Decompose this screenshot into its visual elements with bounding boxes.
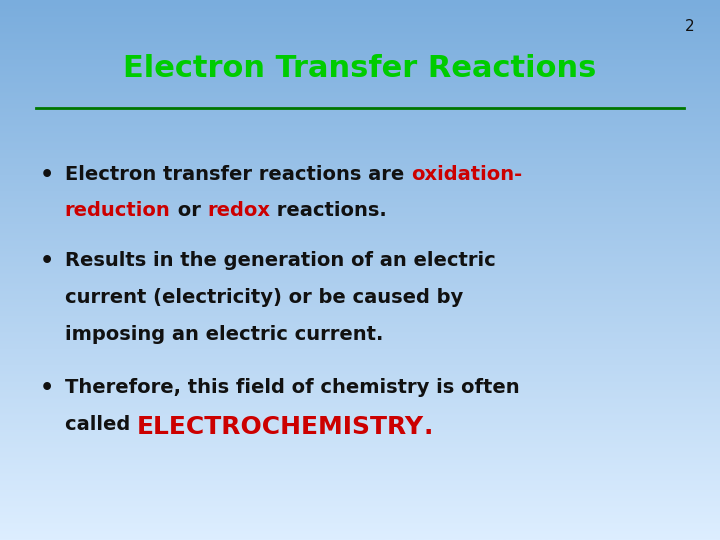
Text: reactions.: reactions. — [270, 201, 387, 220]
Text: ELECTROCHEMISTRY: ELECTROCHEMISTRY — [137, 415, 424, 438]
Text: 2: 2 — [685, 19, 695, 34]
Text: •: • — [40, 378, 54, 398]
Text: reduction: reduction — [65, 201, 171, 220]
Text: redox: redox — [207, 201, 270, 220]
Text: or: or — [171, 201, 207, 220]
Text: imposing an electric current.: imposing an electric current. — [65, 325, 383, 343]
Text: oxidation-: oxidation- — [411, 165, 522, 184]
Text: •: • — [40, 165, 54, 185]
Text: called: called — [65, 415, 137, 434]
Text: Results in the generation of an electric: Results in the generation of an electric — [65, 251, 495, 270]
Text: Electron transfer reactions are: Electron transfer reactions are — [65, 165, 411, 184]
Text: Therefore, this field of chemistry is often: Therefore, this field of chemistry is of… — [65, 378, 519, 397]
Text: Electron Transfer Reactions: Electron Transfer Reactions — [123, 54, 597, 83]
Text: current (electricity) or be caused by: current (electricity) or be caused by — [65, 288, 463, 307]
Text: .: . — [424, 415, 433, 438]
Text: •: • — [40, 251, 54, 271]
